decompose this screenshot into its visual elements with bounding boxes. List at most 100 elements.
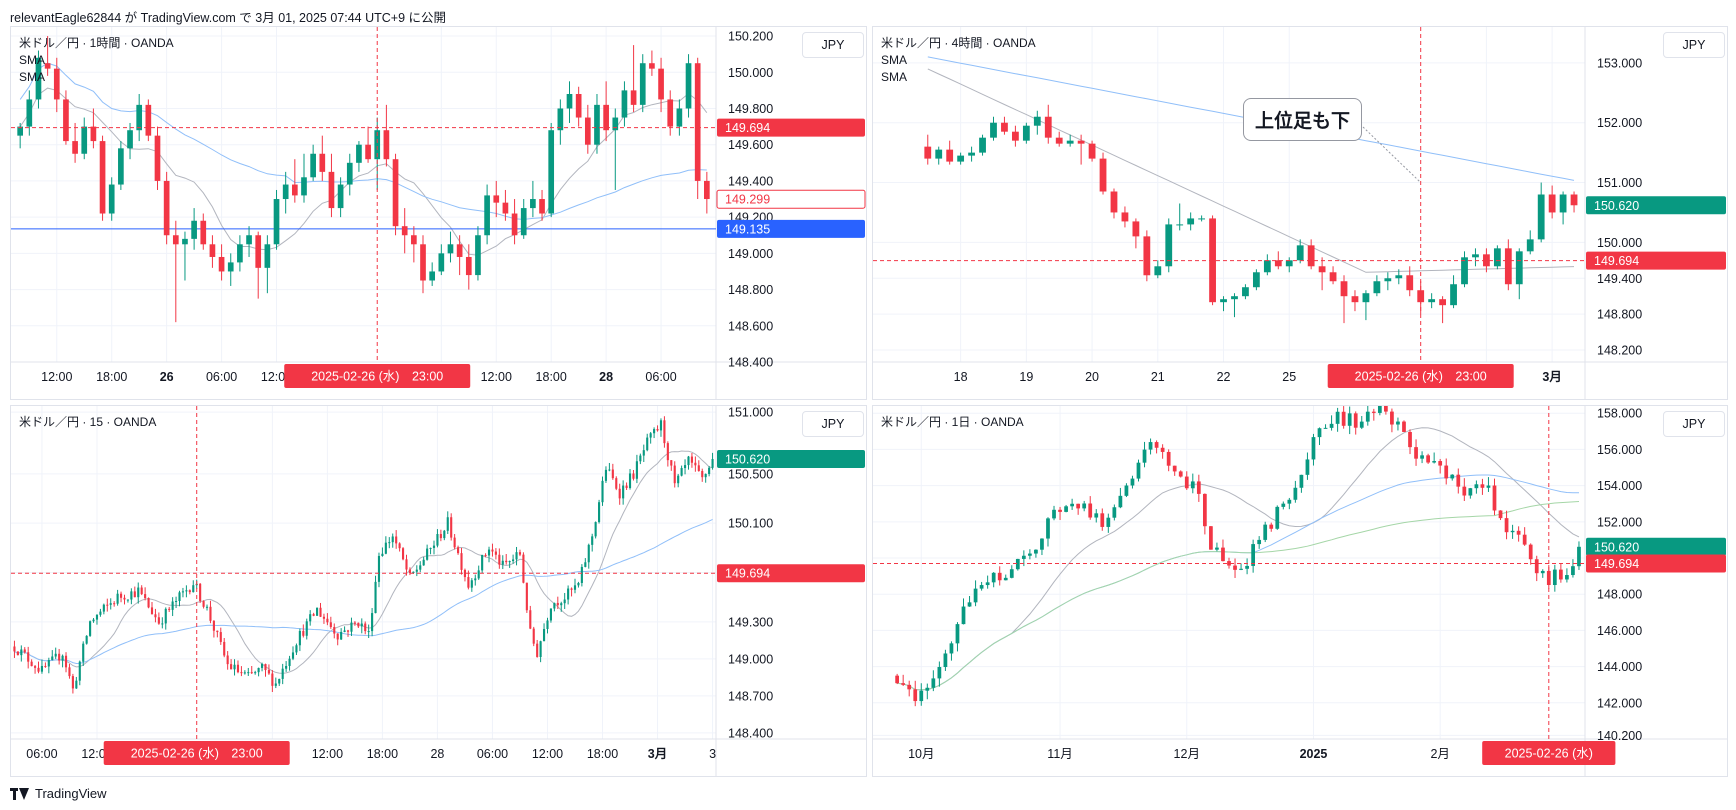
- candle-body: [26, 99, 33, 127]
- candle-body: [329, 622, 332, 628]
- candle-body: [1565, 575, 1569, 580]
- candle-body: [666, 443, 669, 461]
- sma-line-long: [19, 62, 707, 220]
- candle-body: [1160, 447, 1165, 452]
- candle-body: [1461, 257, 1468, 285]
- chart-canvas-1d[interactable]: 158.000156.000154.000152.000150.000148.0…: [873, 406, 1727, 776]
- candle-body: [1215, 547, 1219, 550]
- candle-body: [1486, 485, 1491, 488]
- candle-body: [443, 530, 446, 539]
- time-tick-label: 20: [1085, 370, 1099, 384]
- price-tick-label: 158.000: [1597, 407, 1642, 421]
- candle-body: [137, 587, 140, 598]
- candle-body: [575, 94, 582, 118]
- annotation-callout[interactable]: 上位足も下: [1243, 98, 1363, 141]
- time-tick-label: 22: [1217, 370, 1231, 384]
- candle-body: [1474, 484, 1479, 489]
- candle-body: [1534, 559, 1539, 574]
- candle-body: [659, 420, 663, 431]
- crosshair-time-label: 2025-02-26 (水) 23:00: [1355, 370, 1487, 384]
- candle-body: [377, 555, 381, 582]
- currency-button[interactable]: JPY: [802, 411, 864, 437]
- currency-button[interactable]: JPY: [1663, 32, 1725, 58]
- candle-body: [233, 664, 236, 670]
- time-tick-label: 12月: [1174, 747, 1200, 761]
- candle-body: [935, 149, 943, 159]
- candle-body: [282, 184, 289, 200]
- candle-body: [460, 553, 463, 570]
- candle-body: [401, 548, 405, 560]
- time-tick-label: 11月: [1047, 747, 1072, 761]
- sma-legend-1[interactable]: SMA: [881, 53, 908, 67]
- candle-body: [75, 680, 78, 689]
- chart-panel-1h[interactable]: 150.200 150.000 149.800 149.600 149.400 149.2…: [10, 26, 867, 400]
- candle-body: [209, 244, 216, 257]
- chart-canvas-4h[interactable]: 153.000 152.000 151.000 150.000 149.400 148.8…: [873, 27, 1727, 399]
- price-tick-label: 152.000: [1597, 116, 1642, 130]
- chart-canvas-15m[interactable]: 151.000150.500150.100149.700149.300149.0…: [11, 406, 866, 776]
- candle-body: [371, 613, 374, 632]
- candle-body: [955, 624, 960, 644]
- candle-body: [34, 666, 37, 668]
- candle-body: [288, 658, 291, 666]
- sma-line-short: [14, 450, 713, 674]
- candle-body: [1070, 503, 1074, 507]
- candle-body: [1420, 455, 1424, 459]
- crosshair-time-label: 2025-02-26 (水) 23:00: [311, 370, 443, 384]
- candle-body: [273, 199, 280, 245]
- candle-body: [90, 126, 97, 142]
- tradingview-brand[interactable]: TradingView: [10, 786, 107, 801]
- time-tick-label: 06:00: [26, 747, 57, 761]
- candle-body: [391, 536, 394, 543]
- candle-body: [1390, 411, 1394, 425]
- candle-body: [1172, 465, 1177, 472]
- candle-body: [357, 622, 360, 627]
- candle-body: [603, 104, 609, 131]
- chart-panel-1d[interactable]: 158.000156.000154.000152.000150.000148.0…: [872, 405, 1728, 777]
- chart-panel-15m[interactable]: 151.000150.500150.100149.700149.300149.0…: [10, 405, 867, 777]
- candle-body: [1462, 486, 1467, 496]
- candle-body: [301, 177, 307, 196]
- candle-body: [1395, 275, 1403, 279]
- sma-legend-1[interactable]: SMA: [19, 53, 46, 67]
- candle-body: [1082, 503, 1087, 509]
- candle-body: [937, 667, 942, 679]
- candle-body: [621, 90, 628, 118]
- sma-line-short: [19, 87, 708, 256]
- candle-body: [429, 547, 432, 549]
- currency-button[interactable]: JPY: [1663, 411, 1725, 437]
- candle-body: [924, 146, 932, 159]
- price-label: 149.694: [1594, 557, 1639, 571]
- chart-panel-4h[interactable]: 153.000 152.000 151.000 150.000 149.400 148.8…: [872, 26, 1728, 400]
- candle-body: [1492, 485, 1497, 511]
- candle-body: [200, 220, 207, 245]
- candle-body: [144, 594, 147, 599]
- candle-body: [1468, 488, 1473, 496]
- candle-body: [1450, 474, 1455, 479]
- candle-body: [130, 591, 133, 600]
- candle-body: [622, 485, 625, 499]
- candle-body: [295, 645, 298, 653]
- candle-body: [61, 655, 64, 661]
- sma-line-long: [14, 518, 713, 665]
- currency-button[interactable]: JPY: [802, 32, 864, 58]
- candle-body: [673, 465, 676, 484]
- candle-body: [298, 630, 301, 646]
- candle-body: [350, 622, 353, 632]
- sma-legend-2[interactable]: SMA: [881, 70, 908, 84]
- candle-body: [518, 552, 522, 555]
- candle-body: [422, 559, 425, 566]
- time-tick-label: 12:00: [312, 747, 343, 761]
- sma-legend-2[interactable]: SMA: [19, 70, 46, 84]
- price-tick-label: 149.800: [728, 102, 773, 116]
- chart-canvas-1h[interactable]: 150.200 150.000 149.800 149.600 149.400 149.2…: [11, 27, 866, 399]
- candle-body: [553, 602, 556, 609]
- candle-body: [1450, 284, 1457, 306]
- candle-body: [230, 664, 233, 670]
- price-tick-label: 148.800: [728, 283, 773, 297]
- candle-body: [919, 690, 924, 702]
- candle-body: [1239, 568, 1243, 570]
- price-label-box: [717, 118, 865, 137]
- candle-body: [432, 545, 436, 548]
- price-tick-label: 148.400: [728, 726, 773, 740]
